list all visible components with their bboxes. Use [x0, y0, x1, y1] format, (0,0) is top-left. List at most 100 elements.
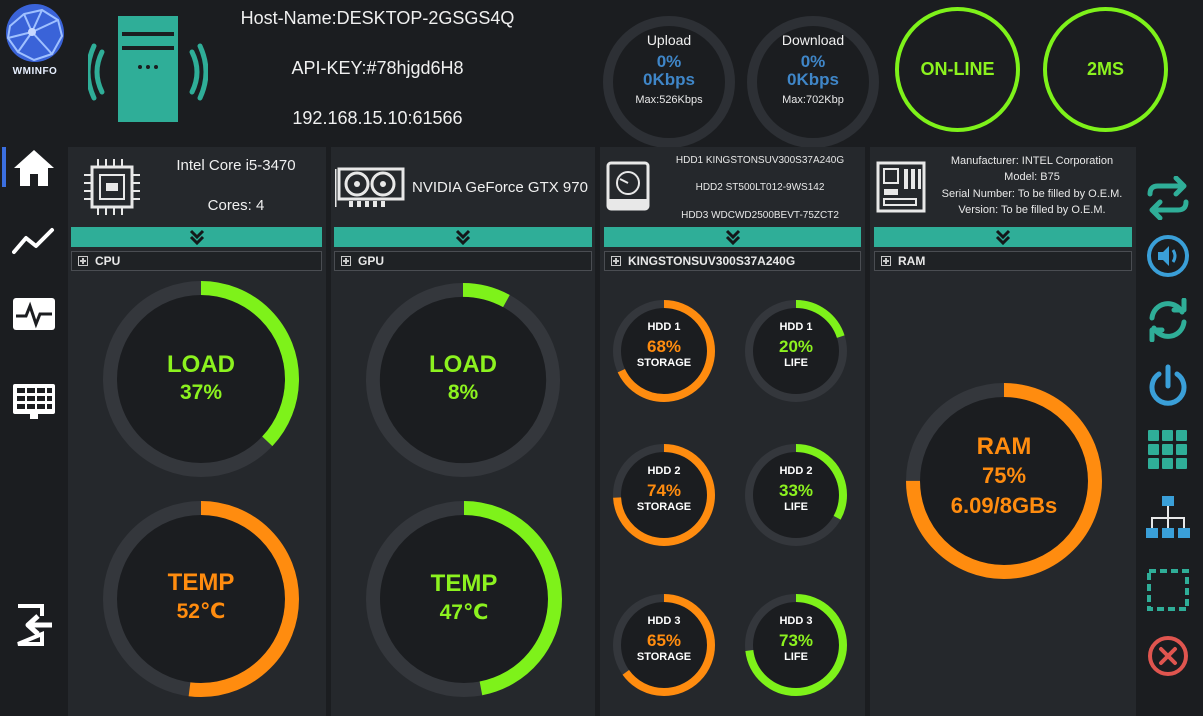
hdd-gauge-value: 73%: [778, 631, 814, 650]
hdd-gauge-kind: LIFE: [784, 501, 808, 513]
expand-plus-icon: [78, 256, 88, 266]
line-chart-icon[interactable]: [12, 222, 56, 262]
ram-manufacturer: Manufacturer: INTEL Corporation: [950, 155, 1114, 167]
hdd-gauge: HDD 3 73% LIFE: [744, 593, 848, 697]
hdd-gauge-title: HDD 3: [779, 615, 813, 627]
download-percent: 0%: [800, 52, 826, 71]
hdd-gauge-value: 65%: [646, 631, 682, 650]
download-max: Max:702Kbp: [782, 94, 844, 106]
ram-expand-bar[interactable]: [874, 227, 1132, 247]
cpu-temp-label: TEMP: [167, 569, 235, 596]
hdd-gauge: HDD 3 65% STORAGE: [612, 593, 716, 697]
expand-plus-icon: [341, 256, 351, 266]
ram-section-label[interactable]: RAM: [874, 251, 1132, 271]
cpu-temp-gauge: TEMP 52℃: [101, 499, 301, 699]
hdd-gauge-kind: STORAGE: [636, 501, 692, 513]
download-rate: 0Kbps: [787, 70, 839, 89]
cpu-section-text: CPU: [95, 254, 121, 268]
ip-address: 192.168.15.10:61566: [292, 108, 463, 128]
upload-title: Upload: [646, 32, 692, 48]
upload-max: Max:526Kbps: [635, 94, 703, 106]
gpu-load-value: 8%: [447, 381, 479, 404]
gpu-name: NVIDIA GeForce GTX 970: [412, 179, 588, 196]
cpu-expand-bar[interactable]: [71, 227, 322, 247]
cpu-load-gauge: LOAD 37%: [101, 279, 301, 479]
hdd-gauge-title: HDD 2: [779, 465, 813, 477]
exit-icon[interactable]: [12, 604, 56, 646]
hdd3-model: HDD3 WDCWD2500BEVT-75ZCT2: [681, 210, 839, 221]
latency-indicator: 2MS: [1043, 7, 1168, 132]
cpu-header: Intel Core i5-3470 Cores: 4: [68, 147, 326, 227]
ram-header: Manufacturer: INTEL Corporation Model: B…: [870, 147, 1136, 227]
gpu-temp-value: 47℃: [439, 601, 489, 624]
gpu-section-text: GPU: [358, 254, 385, 268]
ram-model: Model: B75: [1004, 171, 1060, 183]
nav-active-indicator: [2, 147, 6, 187]
cpu-panel: Intel Core i5-3470 Cores: 4 CPU LOAD 37%…: [68, 147, 326, 716]
cpu-name: Intel Core i5-3470: [176, 157, 296, 174]
hdd-gauge-value: 33%: [778, 481, 814, 500]
ram-label: RAM: [976, 433, 1032, 460]
hdd-gauge-value: 20%: [778, 337, 814, 356]
gpu-load-label: LOAD: [429, 351, 497, 378]
speaker-icon[interactable]: [1144, 234, 1192, 278]
hdd-gauge-title: HDD 1: [647, 321, 681, 333]
api-key: API-KEY:#78hjgd6H8: [291, 58, 464, 78]
hdd-gauge: HDD 1 68% STORAGE: [612, 299, 716, 403]
cpu-section-label[interactable]: CPU: [71, 251, 322, 271]
close-icon[interactable]: [1144, 634, 1192, 678]
cpu-load-label: LOAD: [167, 351, 235, 378]
expand-plus-icon: [611, 256, 621, 266]
hdd-gauge: HDD 2 74% STORAGE: [612, 443, 716, 547]
network-tree-icon[interactable]: [1144, 494, 1192, 538]
hdd-gauge-title: HDD 3: [647, 615, 681, 627]
gpu-panel: NVIDIA GeForce GTX 970 GPU LOAD 8% TEMP …: [331, 147, 595, 716]
hdd-gauge-title: HDD 1: [779, 321, 813, 333]
host-computer-icon: [85, 12, 209, 126]
hdd-gauge-value: 68%: [646, 337, 682, 356]
hdd-gauge-kind: STORAGE: [636, 357, 692, 369]
gpu-header: NVIDIA GeForce GTX 970: [331, 147, 595, 227]
hdd-gauge-title: HDD 2: [647, 465, 681, 477]
refresh-icon[interactable]: [1144, 297, 1192, 343]
download-meter: Download 0% 0Kbps Max:702Kbp: [745, 14, 881, 150]
hard-drive-icon: [606, 161, 650, 211]
swap-arrows-icon[interactable]: [1144, 175, 1192, 221]
disk-section-label[interactable]: KINGSTONSUV300S37A240G: [604, 251, 861, 271]
disk-expand-bar[interactable]: [604, 227, 861, 247]
hdd-gauge-kind: LIFE: [784, 651, 808, 663]
selection-box-icon[interactable]: [1144, 568, 1192, 612]
gpu-temp-gauge: TEMP 47℃: [364, 499, 564, 699]
globe-logo-icon: [6, 4, 64, 62]
hdd-gauge: HDD 1 20% LIFE: [744, 299, 848, 403]
hdd-gauge-kind: LIFE: [784, 357, 808, 369]
double-chevron-down-icon: [189, 229, 204, 245]
logo-text: WMINFO: [12, 66, 58, 77]
ram-version: Version: To be filled by O.E.M.: [958, 204, 1106, 216]
double-chevron-down-icon: [455, 229, 471, 245]
cpu-chip-icon: [84, 159, 140, 215]
ram-serial: Serial Number: To be filled by O.E.M.: [941, 188, 1123, 200]
gpu-section-label[interactable]: GPU: [334, 251, 592, 271]
upload-rate: 0Kbps: [643, 70, 695, 89]
power-icon[interactable]: [1144, 364, 1192, 408]
disk-header: HDD1 KINGSTONSUV300S37A240G HDD2 ST500LT…: [600, 147, 865, 227]
disk-section-text: KINGSTONSUV300S37A240G: [628, 254, 796, 268]
pulse-monitor-icon[interactable]: [12, 294, 56, 334]
upload-percent: 0%: [656, 52, 682, 71]
motherboard-icon: [876, 161, 926, 213]
cpu-load-value: 37%: [179, 381, 223, 404]
gpu-temp-label: TEMP: [430, 570, 498, 597]
hdd1-model: HDD1 KINGSTONSUV300S37A240G: [675, 155, 845, 166]
apps-grid-icon[interactable]: [1144, 428, 1192, 472]
gpu-expand-bar[interactable]: [334, 227, 592, 247]
disk-panel: HDD1 KINGSTONSUV300S37A240G HDD2 ST500LT…: [600, 147, 865, 716]
graphics-card-icon: [335, 167, 405, 207]
upload-meter: Upload 0% 0Kbps Max:526Kbps: [601, 14, 737, 150]
cpu-temp-value: 52℃: [176, 600, 226, 623]
grid-display-icon[interactable]: [12, 382, 56, 422]
double-chevron-down-icon: [725, 229, 740, 245]
ram-gauge: RAM 75% 6.09/8GBs: [904, 381, 1104, 581]
home-icon[interactable]: [12, 148, 56, 188]
double-chevron-down-icon: [995, 229, 1011, 245]
